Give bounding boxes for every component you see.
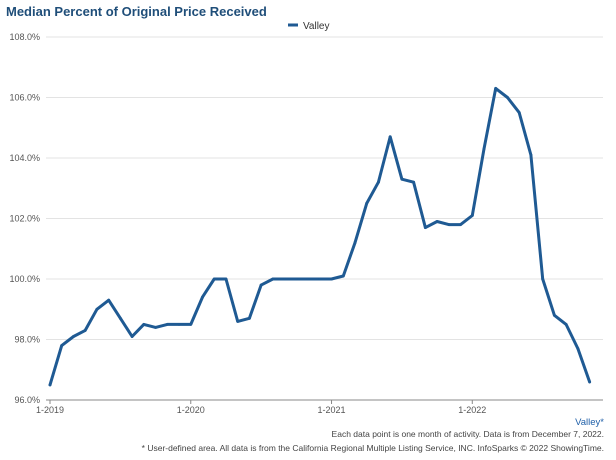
data-point[interactable] <box>271 277 275 281</box>
data-point[interactable] <box>529 153 533 157</box>
data-point[interactable] <box>294 277 298 281</box>
data-point[interactable] <box>306 277 310 281</box>
grid-layer <box>46 36 603 340</box>
y-tick-label: 100.0% <box>9 274 40 284</box>
y-tick-label: 98.0% <box>14 335 40 345</box>
data-point[interactable] <box>259 283 263 287</box>
data-point[interactable] <box>83 329 87 332</box>
x-tick-label: 1-2020 <box>177 405 205 415</box>
data-point[interactable] <box>318 277 322 281</box>
data-point[interactable] <box>118 316 122 320</box>
data-point[interactable] <box>365 201 369 205</box>
y-tick-label: 104.0% <box>9 153 40 163</box>
data-point[interactable] <box>506 96 509 99</box>
x-tick-label: 1-2019 <box>36 405 64 415</box>
data-point[interactable] <box>412 180 416 184</box>
data-point[interactable] <box>107 298 111 302</box>
data-point[interactable] <box>494 87 498 90</box>
data-point[interactable] <box>95 307 99 311</box>
y-tick-label: 96.0% <box>14 395 40 405</box>
data-point[interactable] <box>423 226 427 229</box>
data-point[interactable] <box>400 177 404 181</box>
data-point[interactable] <box>470 214 474 217</box>
data-point[interactable] <box>177 322 181 326</box>
data-point[interactable] <box>130 335 134 338</box>
data-point[interactable] <box>576 347 580 350</box>
data-point[interactable] <box>142 322 146 326</box>
data-point[interactable] <box>388 135 392 139</box>
data-point[interactable] <box>283 277 286 281</box>
chart-title: Median Percent of Original Price Receive… <box>6 4 267 19</box>
data-point[interactable] <box>552 313 556 317</box>
y-tick-label: 106.0% <box>9 93 40 103</box>
data-point[interactable] <box>541 277 545 281</box>
data-point[interactable] <box>588 380 591 384</box>
legend[interactable]: Valley <box>288 21 330 32</box>
data-point[interactable] <box>517 111 521 115</box>
series-line-valley[interactable] <box>48 86 592 387</box>
data-point[interactable] <box>330 277 333 281</box>
data-point[interactable] <box>564 322 568 326</box>
data-point[interactable] <box>353 241 357 245</box>
data-point[interactable] <box>236 319 240 323</box>
data-point[interactable] <box>447 223 451 226</box>
x-tick-label: 1-2022 <box>458 405 486 415</box>
data-point[interactable] <box>201 295 204 299</box>
data-point[interactable] <box>165 322 169 326</box>
data-point[interactable] <box>341 274 345 278</box>
data-point[interactable] <box>459 223 462 226</box>
data-point[interactable] <box>48 383 52 387</box>
data-point[interactable] <box>482 147 486 151</box>
y-tick-label: 108.0% <box>9 32 40 42</box>
data-point[interactable] <box>212 277 216 281</box>
data-point[interactable] <box>60 344 64 347</box>
y-tick-label: 102.0% <box>9 214 40 224</box>
legend-label: Valley <box>303 21 330 32</box>
data-point[interactable] <box>154 326 157 329</box>
series-layer <box>48 86 592 387</box>
data-point[interactable] <box>248 316 251 320</box>
x-tick-label: 1-2021 <box>318 405 346 415</box>
axis-layer: 96.0% 98.0% 100.0% 102.0% 104.0% 106.0% 108.0%… <box>9 32 603 415</box>
data-point[interactable] <box>435 220 439 223</box>
data-point[interactable] <box>72 335 75 338</box>
data-point[interactable] <box>189 322 193 326</box>
data-point[interactable] <box>224 277 228 281</box>
data-point[interactable] <box>377 180 380 184</box>
